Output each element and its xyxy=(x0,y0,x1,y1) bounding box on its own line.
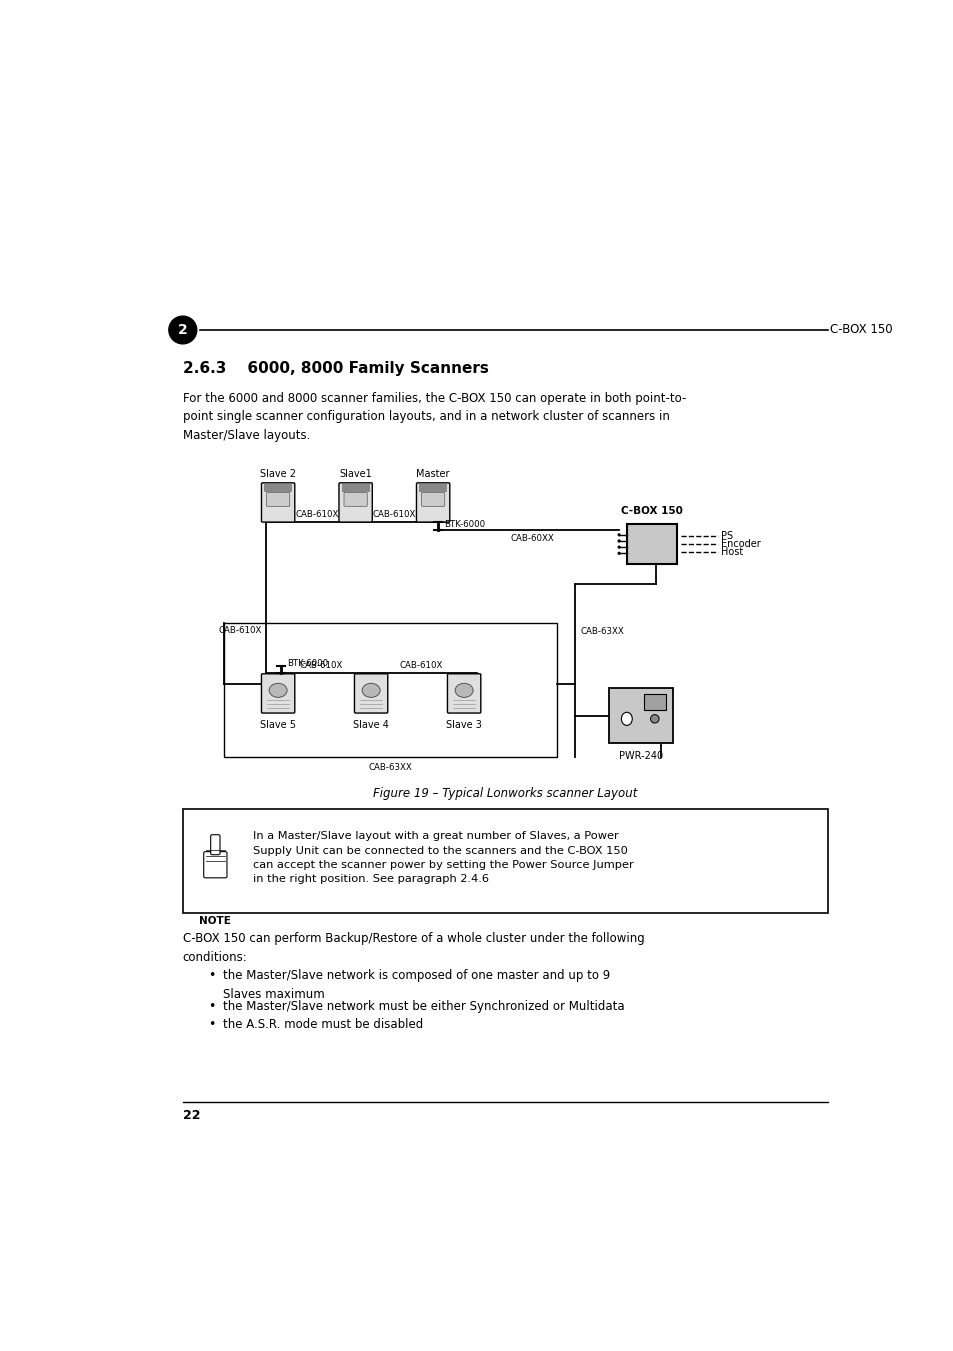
FancyBboxPatch shape xyxy=(421,493,444,507)
Ellipse shape xyxy=(269,684,287,697)
Text: CAB-610X: CAB-610X xyxy=(218,626,261,635)
Text: For the 6000 and 8000 scanner families, the C-BOX 150 can operate in both point-: For the 6000 and 8000 scanner families, … xyxy=(183,392,685,442)
Text: PWR-240: PWR-240 xyxy=(618,751,662,761)
Bar xyxy=(341,484,369,492)
Text: 2.6.3    6000, 8000 Family Scanners: 2.6.3 6000, 8000 Family Scanners xyxy=(183,361,488,376)
Text: NOTE: NOTE xyxy=(199,916,231,925)
FancyBboxPatch shape xyxy=(261,674,294,713)
FancyBboxPatch shape xyxy=(211,835,220,855)
Text: PS: PS xyxy=(720,531,732,542)
Ellipse shape xyxy=(455,684,473,697)
Text: Master: Master xyxy=(416,469,450,478)
Text: BTK-6000: BTK-6000 xyxy=(443,520,484,530)
Text: Slave1: Slave1 xyxy=(339,469,372,478)
Text: CAB-610X: CAB-610X xyxy=(399,662,443,670)
Text: In a Master/Slave layout with a great number of Slaves, a Power
Supply Unit can : In a Master/Slave layout with a great nu… xyxy=(253,831,633,885)
Text: 22: 22 xyxy=(183,1109,200,1123)
Bar xyxy=(183,809,827,913)
Circle shape xyxy=(618,540,619,542)
Text: CAB-610X: CAB-610X xyxy=(298,662,342,670)
Text: 2: 2 xyxy=(178,323,188,336)
Text: CAB-63XX: CAB-63XX xyxy=(368,763,412,771)
Text: Slave 5: Slave 5 xyxy=(260,720,295,730)
Text: CAB-610X: CAB-610X xyxy=(294,511,338,519)
Circle shape xyxy=(650,715,659,723)
Bar xyxy=(264,484,292,492)
Ellipse shape xyxy=(362,684,379,697)
Text: the Master/Slave network must be either Synchronized or Multidata: the Master/Slave network must be either … xyxy=(223,1000,624,1013)
Text: Encoder: Encoder xyxy=(720,539,760,549)
FancyBboxPatch shape xyxy=(608,688,672,743)
Text: C-BOX 150 can perform Backup/Restore of a whole cluster under the following
cond: C-BOX 150 can perform Backup/Restore of … xyxy=(183,932,644,963)
Text: Slave 2: Slave 2 xyxy=(260,469,295,478)
Ellipse shape xyxy=(620,712,632,725)
FancyBboxPatch shape xyxy=(204,851,227,878)
Text: Host: Host xyxy=(720,547,742,557)
Text: the Master/Slave network is composed of one master and up to 9
Slaves maximum: the Master/Slave network is composed of … xyxy=(223,969,610,1001)
Text: C-BOX 150: C-BOX 150 xyxy=(620,507,682,516)
Text: •: • xyxy=(209,1000,215,1013)
FancyBboxPatch shape xyxy=(338,482,372,521)
Text: CAB-63XX: CAB-63XX xyxy=(579,627,623,636)
FancyBboxPatch shape xyxy=(266,493,290,507)
Text: •: • xyxy=(209,969,215,982)
Circle shape xyxy=(618,546,619,549)
FancyBboxPatch shape xyxy=(643,693,665,711)
FancyBboxPatch shape xyxy=(355,674,387,713)
FancyBboxPatch shape xyxy=(261,482,294,521)
FancyBboxPatch shape xyxy=(344,493,367,507)
Text: Figure 19 – Typical Lonworks scanner Layout: Figure 19 – Typical Lonworks scanner Lay… xyxy=(373,788,638,800)
Circle shape xyxy=(618,534,619,536)
Text: BTK-6000: BTK-6000 xyxy=(287,659,328,667)
Bar xyxy=(626,524,677,565)
Text: C-BOX 150: C-BOX 150 xyxy=(829,323,892,336)
Circle shape xyxy=(618,553,619,554)
Bar xyxy=(224,623,557,757)
Text: CAB-610X: CAB-610X xyxy=(373,511,416,519)
Text: Slave 4: Slave 4 xyxy=(353,720,389,730)
Text: CAB-60XX: CAB-60XX xyxy=(510,534,554,543)
FancyBboxPatch shape xyxy=(447,674,480,713)
FancyBboxPatch shape xyxy=(416,482,449,521)
Bar xyxy=(418,484,447,492)
Text: Slave 3: Slave 3 xyxy=(446,720,481,730)
Text: the A.S.R. mode must be disabled: the A.S.R. mode must be disabled xyxy=(223,1019,423,1031)
Text: •: • xyxy=(209,1019,215,1031)
Circle shape xyxy=(169,316,196,345)
